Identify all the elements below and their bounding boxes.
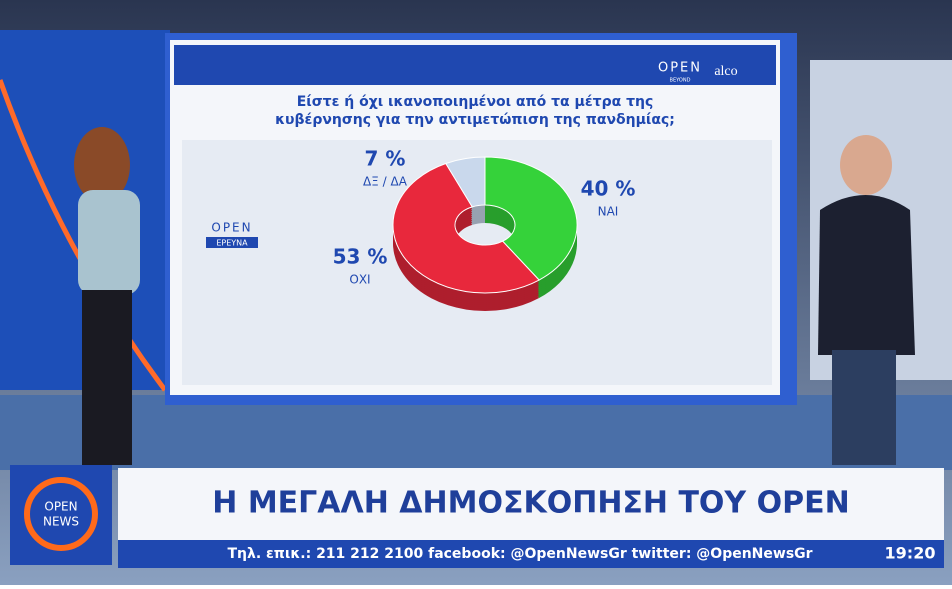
chart-title: Είστε ή όχι ικανοποιημένοι από τα μέτρα … [275,94,675,128]
badge-bottom: ΕΡΕΥΝΑ [216,239,248,248]
headline-bar [118,468,944,540]
brand: OPEN [658,61,702,76]
headline: Η ΜΕΓΑΛΗ ΔΗΜΟΣΚΟΠΗΣΗ ΤΟΥ OPEN [212,486,849,521]
logo-top: OPEN [44,500,77,514]
value-label: 40 % [581,177,636,201]
partner: alco [714,64,737,79]
logo-ring [24,477,98,551]
clock: 19:20 [885,544,936,563]
brand-sub: BEYOND [670,78,691,84]
ticker: Τηλ. επικ.: 211 212 2100 facebook: @Open… [227,546,812,562]
slice [445,156,486,208]
slice [484,156,578,281]
presenter-right [818,135,915,465]
floor [0,395,952,470]
logo-bottom: NEWS [43,515,79,529]
value-label: 53 % [333,245,388,269]
category-label: ΟΧΙ [349,273,370,287]
value-label: 7 % [365,147,406,171]
board-header [174,45,776,85]
slice [392,162,540,294]
screen-curve [0,79,168,392]
presenter-left [74,127,140,465]
category-label: ΝΑΙ [598,205,619,219]
pie-chart: 40 % ΝΑΙ 53 % ΟΧΙ 7 % ΔΞ / ΔΑ [333,147,636,311]
ticker-bar [118,540,944,568]
badge-top: OPEN [211,221,252,235]
category-label: ΔΞ / ΔΑ [363,175,408,189]
badge-box [206,237,258,248]
